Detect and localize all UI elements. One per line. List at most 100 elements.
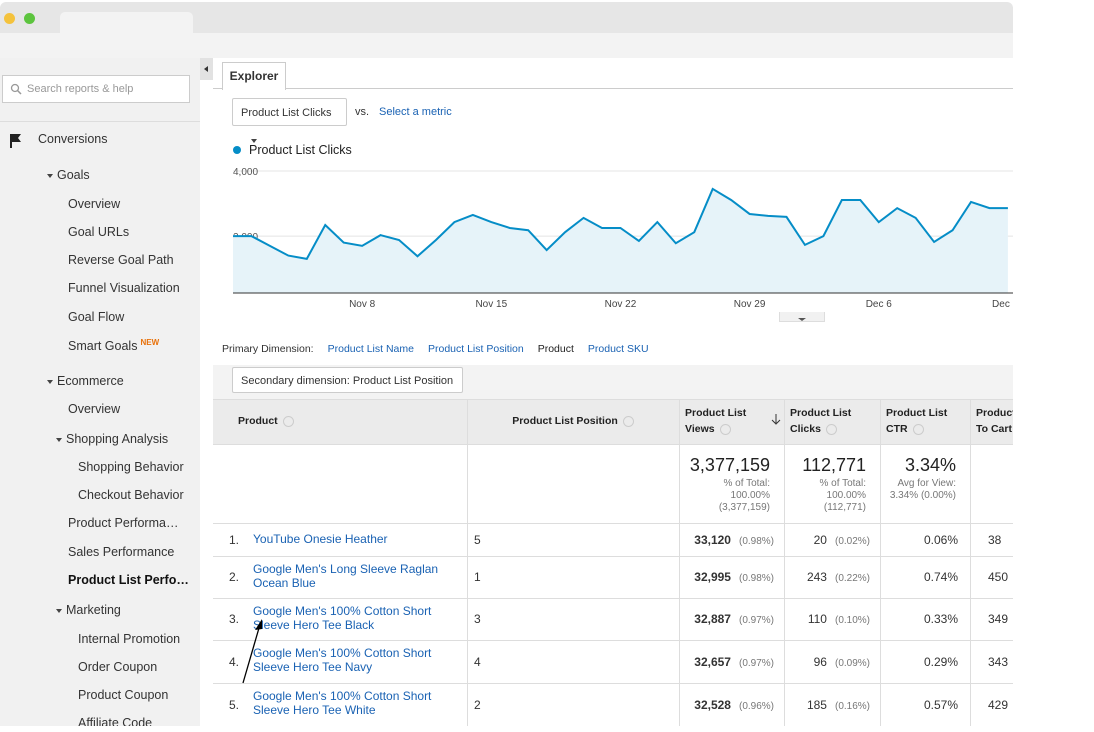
x-tick-label: Dec 13 xyxy=(992,299,1013,310)
views: 32,995 (0.98%) xyxy=(679,570,774,584)
nav-item[interactable]: Affiliate Code xyxy=(78,716,152,726)
column-title: Product xyxy=(238,415,278,427)
x-tick-label: Nov 8 xyxy=(349,299,376,310)
nav-item[interactable]: Product Performa… xyxy=(68,516,178,530)
ctr: 0.74% xyxy=(923,570,958,584)
area xyxy=(233,188,1008,293)
views-pct: (0.98%) xyxy=(738,535,774,547)
dimension-label: Primary Dimension: xyxy=(222,343,314,355)
x-tick-label: Nov 22 xyxy=(605,299,637,310)
cart: 349 xyxy=(988,612,1009,626)
product-link[interactable]: YouTube Onesie Heather xyxy=(253,532,388,546)
dimension-option[interactable]: Product List Position xyxy=(427,343,524,355)
window-dot[interactable] xyxy=(4,13,15,24)
nav-label: Product List Perfo… xyxy=(68,573,189,587)
chart-expander[interactable] xyxy=(779,312,825,322)
nav-item[interactable]: Conversions xyxy=(38,132,107,146)
nav-item[interactable]: Internal Promotion xyxy=(78,632,180,646)
secondary-dropdown[interactable]: Secondary dimension: Product List Positi… xyxy=(232,367,463,410)
help-icon xyxy=(825,423,837,435)
divider xyxy=(0,121,200,122)
row-line xyxy=(213,523,1013,524)
nav-item[interactable]: Product List Perfo… xyxy=(68,573,189,587)
total-note: % of Total: xyxy=(723,478,770,489)
views-value: 33,120 xyxy=(694,532,731,547)
views-value: 32,657 xyxy=(694,654,731,669)
nav-label: Reverse Goal Path xyxy=(68,253,174,267)
help-icon xyxy=(622,415,634,427)
clicks: 96 (0.09%) xyxy=(784,655,870,669)
position: 5 xyxy=(474,532,481,547)
nav-item[interactable]: Sales Performance xyxy=(68,545,174,559)
column-header[interactable]: Product List Views xyxy=(685,405,768,437)
line xyxy=(233,187,1008,260)
product-link[interactable]: Google Men's 100% Cotton Short Sleeve He… xyxy=(253,689,432,717)
column-header[interactable]: Product List Position xyxy=(467,413,679,429)
nav-item[interactable]: Marketing xyxy=(56,603,121,617)
explorer-tab[interactable]: Explorer xyxy=(222,62,286,90)
views-pct: (0.97%) xyxy=(738,657,774,669)
views: 32,657 (0.97%) xyxy=(679,655,774,669)
nav-label: Internal Promotion xyxy=(78,632,181,646)
ctr: 0.57% xyxy=(923,697,958,712)
column-title: Product List Clicks xyxy=(790,407,852,435)
metric-dropdown[interactable]: Product List Clicks xyxy=(232,98,347,144)
nav-item[interactable]: Product Coupon xyxy=(78,688,168,702)
nav-label: Product Performa… xyxy=(68,516,179,530)
help-icon xyxy=(719,423,731,435)
product-link[interactable]: Google Men's Long Sleeve Raglan Ocean Bl… xyxy=(253,562,439,590)
nav-item[interactable]: Overview xyxy=(68,197,120,211)
nav-item[interactable]: Overview xyxy=(68,402,120,416)
clicks: 20 (0.02%) xyxy=(784,533,870,547)
browser-tab[interactable] xyxy=(60,12,193,33)
search-icon xyxy=(10,83,22,95)
row-line xyxy=(213,683,1013,684)
nav-item[interactable]: Goal URLs xyxy=(68,225,129,239)
views-pct: (0.96%) xyxy=(738,700,774,712)
views-pct: (0.98%) xyxy=(738,573,774,584)
nav-item[interactable]: Ecommerce xyxy=(47,374,124,388)
nav-item[interactable]: Goals xyxy=(47,168,90,182)
legend-swatch xyxy=(233,146,241,154)
total-note: Avg for View: xyxy=(897,478,956,489)
nav-item[interactable]: Smart Goals NEW xyxy=(68,338,159,353)
vs-label: vs. xyxy=(355,106,370,118)
ctr: 0.29% xyxy=(923,654,958,669)
dimension-option[interactable]: Product SKU xyxy=(587,343,649,355)
help-icon xyxy=(912,423,924,435)
column-header[interactable]: Product List CTR xyxy=(886,405,954,437)
nav-item[interactable]: Checkout Behavior xyxy=(78,488,184,502)
collapse-icon xyxy=(204,66,208,72)
views: 32,887 (0.97%) xyxy=(679,612,774,626)
nav-label: Ecommerce xyxy=(57,374,124,388)
nav-item[interactable]: Funnel Visualization xyxy=(68,281,180,295)
nav-item[interactable]: Goal Flow xyxy=(68,310,124,324)
toolbar xyxy=(0,33,1013,58)
views: 32,528 (0.96%) xyxy=(679,698,774,712)
nav-label: Checkout Behavior xyxy=(78,488,184,502)
nav-label: Affiliate Code xyxy=(78,716,153,726)
nav-item[interactable]: Shopping Analysis xyxy=(56,432,168,446)
product-link[interactable]: Google Men's 100% Cotton Short Sleeve He… xyxy=(253,646,432,674)
column-header[interactable]: Product Adds To Cart xyxy=(976,405,1013,437)
search-box[interactable]: Search reports & help xyxy=(2,75,190,103)
nav-label: Overview xyxy=(68,197,121,211)
search-placeholder: Search reports & help xyxy=(27,83,134,95)
nav-item[interactable]: Shopping Behavior xyxy=(78,460,184,474)
nav-item[interactable]: Reverse Goal Path xyxy=(68,253,174,267)
nav-label: Shopping Analysis xyxy=(66,432,169,446)
select-metric-link[interactable]: Select a metric xyxy=(379,106,452,118)
product-link[interactable]: Google Men's 100% Cotton Short Sleeve He… xyxy=(253,604,432,632)
dimension-option[interactable]: Product List Name xyxy=(327,343,414,355)
collapse-button[interactable] xyxy=(200,58,213,80)
nav-label: Funnel Visualization xyxy=(68,281,180,295)
window-dot[interactable] xyxy=(24,13,35,24)
clicks-value: 185 xyxy=(806,697,827,712)
y-tick-label: 4,000 xyxy=(233,167,258,178)
clicks: 185 (0.16%) xyxy=(784,698,870,712)
nav-label: Smart Goals xyxy=(68,339,138,354)
column-header[interactable]: Product List Clicks xyxy=(790,405,864,437)
position: 1 xyxy=(474,570,481,584)
nav-item[interactable]: Order Coupon xyxy=(78,660,157,674)
column-header[interactable]: Product xyxy=(213,413,467,429)
